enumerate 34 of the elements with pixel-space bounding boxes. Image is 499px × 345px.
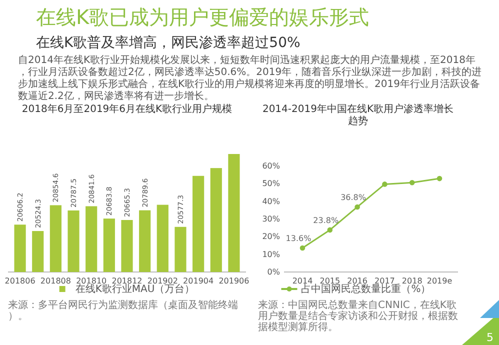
y-tick-label: 50% xyxy=(262,179,280,188)
chart-title: 2018年6月至2019年6月在线K歌行业用户规模 xyxy=(22,103,232,115)
x-tick-label: 201808 xyxy=(40,276,71,286)
y-tick-label: 10% xyxy=(262,250,280,259)
point xyxy=(409,180,415,186)
text: 5 xyxy=(486,331,494,344)
text: 在线K歌普及率增高，网民渗透率超过50% xyxy=(36,34,300,51)
x-tick-label: 2018 xyxy=(402,276,422,286)
point xyxy=(382,182,388,187)
data-label: 13.6% xyxy=(286,234,312,243)
point xyxy=(300,245,306,251)
x-tick-label: 201806 xyxy=(4,276,36,286)
x-tick-label: 2019e xyxy=(426,276,452,286)
data-label: 23.8% xyxy=(313,216,339,225)
chart-title: 2014-2019年中国在线K歌用户渗透率增长趋势 xyxy=(262,103,454,127)
text: 在线K歌已成为用户更偏爱的娱乐形式 xyxy=(36,5,370,29)
x-tick-label: 201904 xyxy=(183,276,214,286)
x-tick-label: 2014 xyxy=(292,276,313,286)
point xyxy=(436,176,442,182)
source-note: 来源：中国网民总数量来自CNNIC，在线K歌用户数量是结合专家访谈和公开财报，根据数据模型测算所得。 xyxy=(258,299,458,333)
y-tick-label: 30% xyxy=(262,214,280,224)
y-tick-label: 40% xyxy=(262,196,280,206)
legend-label: 占中国网民总数量比重（%） xyxy=(301,283,431,295)
text: 自2014年在线K歌行业开始规模化发展以来，短短数年时间迅速积累起庞大的用户流量规模，至2018年，行业月活跃设备数超过2亿，网民渗透率达50.6%。2019年，随着音乐行业纵深进一步加剧，科技的进步加速线上线下娱乐形式融合，在线K歌行业的用户规模将迎来再度的明显增长。2019年行业月活跃设备数逼近2.2亿，网民渗透率将有进一步增长。 xyxy=(18,54,482,102)
point xyxy=(327,227,333,233)
point xyxy=(354,204,360,210)
y-tick-label: 0% xyxy=(267,268,280,277)
y-tick-label: 60% xyxy=(262,162,280,171)
x-tick-label: 201902 xyxy=(147,276,178,286)
data-label: 36.8% xyxy=(340,192,366,202)
x-tick-label: 201906 xyxy=(218,276,250,286)
source-note: 来源：多平台网民行为监测数据库（桌面及智能终端）。 xyxy=(8,299,238,322)
legend-label: 在线K歌行业MAU（万台） xyxy=(75,283,195,295)
y-tick-label: 20% xyxy=(262,232,280,242)
